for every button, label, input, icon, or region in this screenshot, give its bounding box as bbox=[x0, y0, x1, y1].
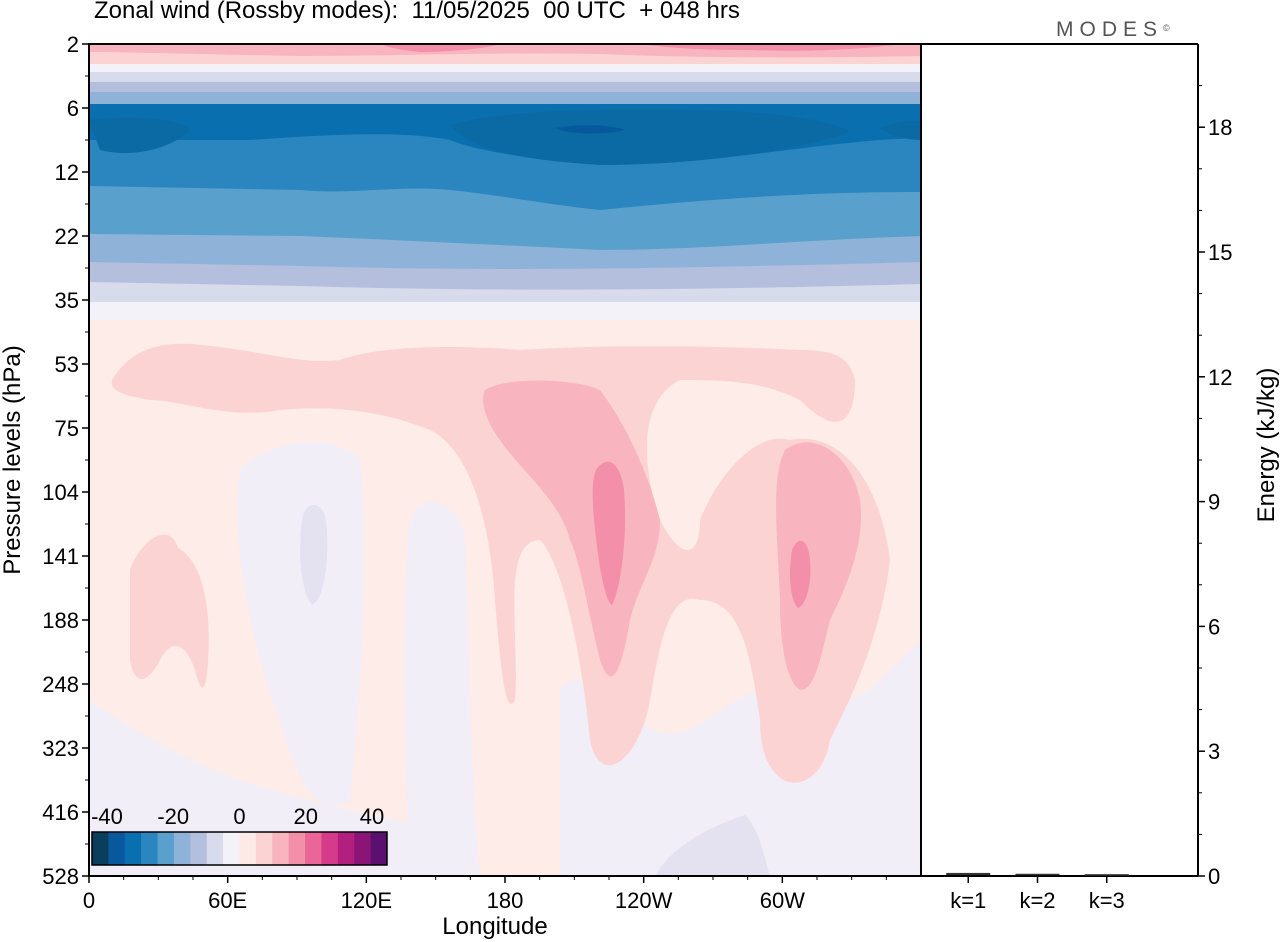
modes-logo: MODES© bbox=[1056, 18, 1170, 42]
x-tick-label: 60W bbox=[760, 888, 805, 913]
y-tick-label: 22 bbox=[55, 224, 79, 249]
colorbar-swatch bbox=[157, 832, 175, 865]
energy-tick-label: 18 bbox=[1208, 115, 1232, 140]
chart-title: Zonal wind (Rossby modes): 11/05/2025 00… bbox=[94, 0, 740, 24]
y-tick-label: 323 bbox=[42, 736, 79, 761]
colorbar-swatch bbox=[190, 832, 208, 865]
y-tick-label: 188 bbox=[42, 608, 79, 633]
energy-bar bbox=[1084, 874, 1129, 876]
colorbar-swatch bbox=[370, 832, 388, 865]
colorbar-swatch bbox=[321, 832, 339, 865]
energy-tick-label: 15 bbox=[1208, 240, 1232, 265]
colorbar-swatch bbox=[354, 832, 372, 865]
logo-text: MODES bbox=[1056, 18, 1164, 41]
y-tick-label: 2 bbox=[67, 32, 79, 57]
energy-tick-label: 12 bbox=[1208, 365, 1232, 390]
contour-deep-blue-right bbox=[880, 120, 921, 140]
contour-medium-pink-core-2 bbox=[776, 442, 861, 690]
category-label: k=3 bbox=[1089, 888, 1125, 913]
colorbar-tick-label: -20 bbox=[157, 804, 189, 829]
energy-tick-label: 0 bbox=[1208, 864, 1220, 889]
energy-bars bbox=[946, 872, 1129, 876]
colorbar-swatch bbox=[92, 832, 109, 865]
energy-tick-label: 6 bbox=[1208, 614, 1220, 639]
logo-mark: © bbox=[1163, 23, 1170, 33]
contour-deep-pink-core-1 bbox=[592, 461, 626, 605]
y-tick-label: 35 bbox=[55, 288, 79, 313]
contour-pink-left-blob bbox=[130, 534, 209, 688]
colorbar-swatch bbox=[206, 832, 224, 865]
energy-tick-label: 3 bbox=[1208, 739, 1220, 764]
band-minus-3 bbox=[89, 90, 921, 104]
colorbar: -40 -20 0 20 40 bbox=[91, 804, 388, 866]
contour-darkest-blue bbox=[555, 125, 625, 134]
x-tick-label: 0 bbox=[83, 888, 95, 913]
colorbar-swatch bbox=[305, 832, 322, 865]
colorbar-swatch bbox=[223, 832, 240, 865]
y-tick-label: 248 bbox=[42, 672, 79, 697]
band-plus-35 bbox=[89, 298, 921, 320]
colorbar-swatch bbox=[124, 832, 142, 865]
colorbar-swatch bbox=[272, 832, 290, 865]
y-tick-label: 6 bbox=[67, 96, 79, 121]
contour-lavender-column-2 bbox=[404, 502, 480, 876]
colorbar-swatch bbox=[108, 832, 126, 865]
category-label: k=1 bbox=[950, 888, 986, 913]
contour-lavender-lower-right bbox=[560, 640, 921, 876]
colorbar-swatch bbox=[141, 832, 159, 865]
x-tick-label: 120E bbox=[341, 888, 392, 913]
x-tick-label: 180 bbox=[487, 888, 524, 913]
y-tick-label: 141 bbox=[42, 544, 79, 569]
colorbar-swatch bbox=[255, 832, 273, 865]
energy-axis-title: Energy (kJ/kg) bbox=[1253, 368, 1280, 523]
contour-deep-blue-left bbox=[89, 117, 190, 154]
category-label: k=2 bbox=[1019, 888, 1055, 913]
colorbar-tick-label: 20 bbox=[294, 804, 318, 829]
x-tick-label: 60E bbox=[208, 888, 247, 913]
band-minus-1 bbox=[89, 70, 921, 82]
colorbar-swatch bbox=[173, 832, 191, 865]
colorbar-swatch bbox=[239, 832, 257, 865]
y-tick-label: 53 bbox=[55, 352, 79, 377]
y-tick-label: 528 bbox=[42, 864, 79, 889]
energy-tick-label: 9 bbox=[1208, 490, 1220, 515]
y-tick-label: 416 bbox=[42, 800, 79, 825]
colorbar-tick-label: 40 bbox=[360, 804, 384, 829]
energy-bar bbox=[946, 872, 991, 875]
x-axis-title: Longitude bbox=[442, 913, 547, 940]
energy-bar bbox=[1015, 873, 1060, 876]
contour-lavender-bottom bbox=[655, 815, 770, 876]
y-tick-label: 104 bbox=[42, 480, 79, 505]
y-tick-label: 75 bbox=[55, 416, 79, 441]
y-axis-title: Pressure levels (hPa) bbox=[0, 345, 26, 574]
band-plus-15 bbox=[380, 44, 500, 52]
contour-medium-pink-core-1 bbox=[483, 380, 660, 677]
y-tick-label: 12 bbox=[55, 160, 79, 185]
contour-lavender-column bbox=[237, 441, 365, 807]
contour-pink-band bbox=[111, 343, 890, 783]
colorbar-swatch bbox=[288, 832, 306, 865]
contour-deep-pink-core-2 bbox=[790, 540, 811, 608]
contour-lavender-small bbox=[300, 505, 328, 605]
wind-field bbox=[89, 44, 921, 876]
band-zero bbox=[89, 62, 921, 72]
x-tick-label: 120W bbox=[615, 888, 673, 913]
colorbar-swatch bbox=[337, 832, 355, 865]
contour-deep-blue-center bbox=[450, 109, 850, 165]
band-plus-15-b bbox=[640, 44, 900, 51]
colorbar-tick-label: 0 bbox=[233, 804, 245, 829]
colorbar-tick-label: -40 bbox=[91, 804, 123, 829]
band-minus-2 bbox=[89, 80, 921, 92]
colorbar-frame bbox=[91, 831, 388, 866]
